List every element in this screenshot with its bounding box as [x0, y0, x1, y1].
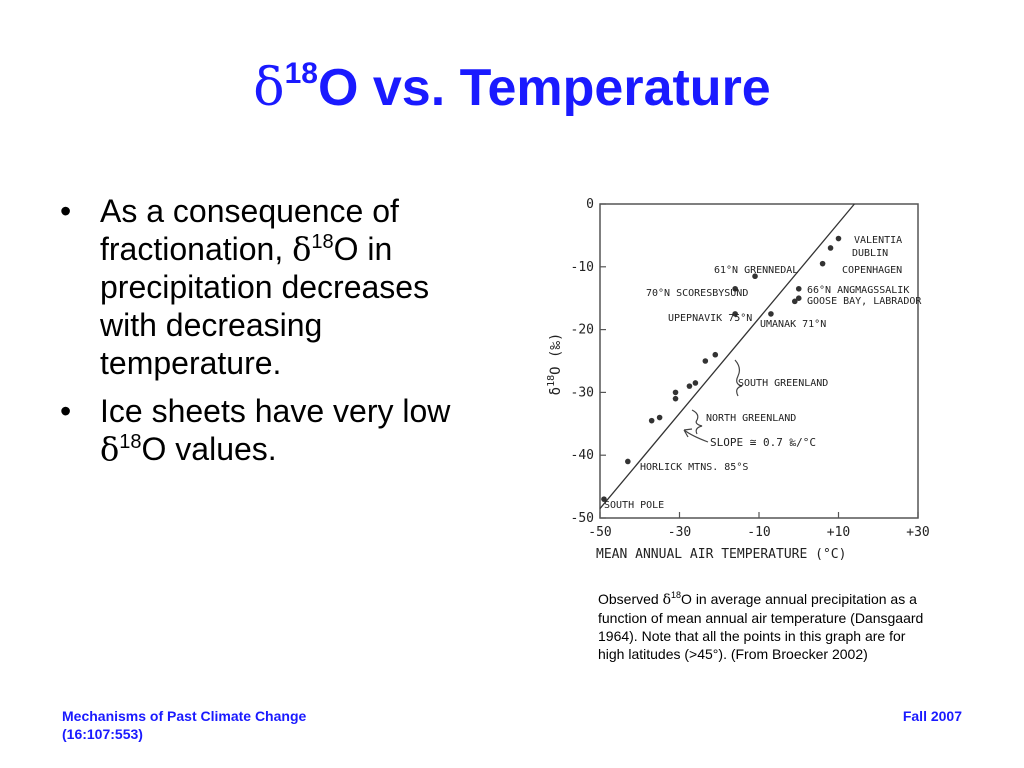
figure-caption: Observed δ18O in average annual precipit…: [598, 590, 928, 663]
north-greenland-bracket: [691, 409, 703, 435]
data-point: [692, 380, 699, 386]
y-tick-label: -40: [571, 448, 594, 463]
label-valentia: VALENTIA: [854, 235, 902, 246]
caption-superscript: 18: [671, 590, 682, 600]
data-point: [827, 245, 834, 251]
bullet-text-part2: O in precipitation decreases with decrea…: [100, 231, 430, 381]
y-axis-unit: O (‰): [548, 333, 564, 375]
caption-delta-symbol: δ: [662, 592, 672, 608]
label-grennedal: 61°N GRENNEDAL: [714, 265, 798, 276]
y-tick-label: -30: [571, 385, 594, 400]
label-umanak: UMANAK 71°N: [760, 319, 826, 330]
footer-course-name: Mechanisms of Past Climate Change: [62, 708, 307, 724]
caption-part2: O in average annual precipitation as a f…: [598, 591, 924, 662]
label-north-greenland: NORTH GREENLAND: [706, 413, 796, 424]
label-goose-bay: GOOSE BAY, LABRADOR: [807, 296, 922, 307]
bullet-text-part2: O values.: [141, 431, 277, 467]
data-point: [819, 260, 826, 267]
y-axis-title: δ18O (‰): [546, 333, 564, 396]
point-labels: VALENTIA DUBLIN 61°N GRENNEDAL COPENHAGE…: [604, 235, 922, 511]
bullet-superscript: 18: [119, 431, 142, 453]
slide-title: δ18O vs. Temperature: [0, 59, 1024, 117]
label-angmagssalik: 66°N ANGMAGSSALIK: [807, 285, 909, 296]
y-axis-superscript: 18: [546, 375, 557, 387]
data-points: [601, 235, 842, 502]
footer-course: Mechanisms of Past Climate Change (16:10…: [62, 707, 306, 743]
bullet-list: • As a consequence of fractionation, δ18O…: [60, 192, 490, 478]
data-point: [702, 358, 709, 364]
bullet-delta-symbol: δ: [292, 230, 312, 268]
y-tick-label: -20: [571, 323, 594, 338]
y-axis-delta: δ: [548, 387, 564, 395]
x-tick-label: +30: [906, 525, 929, 540]
footer-course-code: (16:107:553): [62, 726, 143, 742]
data-point: [712, 351, 719, 358]
x-tick-label: +10: [827, 525, 850, 540]
bullet-delta-symbol: δ: [100, 430, 120, 468]
data-point: [672, 395, 679, 402]
data-point: [791, 298, 798, 305]
data-point: [732, 311, 738, 317]
caption-part1: Observed: [598, 591, 663, 607]
label-south-greenland: SOUTH GREENLAND: [738, 378, 828, 389]
data-point: [601, 496, 607, 502]
data-point: [686, 383, 693, 389]
label-copenhagen: COPENHAGEN: [842, 265, 902, 276]
data-point: [672, 389, 679, 396]
data-point: [768, 311, 774, 317]
bullet-glyph: •: [60, 193, 72, 229]
y-tick-label: 0: [586, 197, 594, 212]
label-scoresbysund: 70°N SCORESBYSUND: [646, 288, 748, 299]
label-upepnavik: UPEPNAVIK 75°N: [668, 313, 752, 324]
footer-term: Fall 2007: [902, 708, 962, 724]
group-brackets: [683, 359, 743, 443]
y-tick-label: -10: [571, 260, 594, 275]
x-tick-label: -10: [747, 525, 770, 540]
x-tick-label: -50: [588, 525, 611, 540]
title-delta-symbol: δ: [253, 58, 285, 118]
label-horlick-mtns: HORLICK MTNS. 85°S: [640, 462, 748, 473]
label-south-pole: SOUTH POLE: [604, 500, 664, 511]
bullet-text-part1: As a consequence of fractionation,: [100, 193, 399, 267]
bullet-item-fractionation: • As a consequence of fractionation, δ18O…: [60, 192, 490, 382]
bullet-glyph: •: [60, 393, 72, 429]
data-point: [795, 285, 802, 292]
y-tick-label: -50: [571, 511, 594, 526]
title-text: O vs. Temperature: [317, 59, 771, 117]
title-superscript: 18: [284, 57, 318, 90]
south-greenland-bracket: [734, 359, 743, 397]
scatter-chart: -50 -30 -10 +10 +30 0 -10 -20 -30 -40 -50 VALENTI…: [546, 197, 930, 562]
regression-line: [599, 203, 855, 509]
bullet-item-ice-sheets: • Ice sheets have very low δ18O values.: [60, 392, 490, 468]
slope-arrow: [683, 428, 709, 443]
data-point: [648, 417, 655, 424]
x-axis-title: MEAN ANNUAL AIR TEMPERATURE (°C): [596, 547, 846, 562]
data-point: [795, 295, 802, 301]
data-point: [835, 235, 842, 242]
slope-annotation: SLOPE ≅ 0.7 ‰/°C: [710, 436, 816, 449]
data-point: [656, 414, 663, 421]
x-axis-ticks: -50 -30 -10 +10 +30: [588, 512, 930, 540]
x-tick-label: -30: [668, 525, 691, 540]
data-point: [752, 273, 758, 280]
label-dublin: DUBLIN: [852, 248, 888, 259]
data-point: [625, 458, 631, 465]
y-axis-ticks: 0 -10 -20 -30 -40 -50: [571, 197, 606, 526]
data-point: [732, 285, 738, 292]
bullet-text-part1: Ice sheets have very low: [100, 393, 451, 429]
bullet-superscript: 18: [311, 231, 334, 253]
